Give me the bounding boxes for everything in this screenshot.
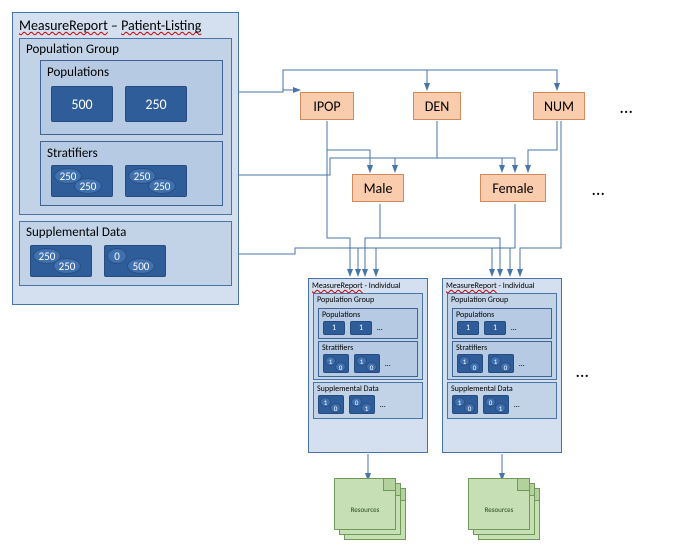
mini-ellipsis: … [576, 360, 590, 382]
populations-box: Populations 500 250 [40, 60, 223, 135]
population-value-1: 500 [51, 86, 113, 122]
resources-label: Resources [469, 505, 529, 514]
col-num: NUM [533, 92, 585, 120]
col-ipop: IPOP [300, 92, 354, 120]
main-title: MeasureReport – Patient-Listing [13, 13, 238, 36]
stratifiers-box: Stratifiers 250 250 250 250 [40, 141, 223, 206]
mini-supp: Supplemental Data 10 01 … [313, 382, 423, 419]
mini-report-1: MeasureReport - Individual Population Gr… [308, 278, 428, 453]
supplemental-data-label: Supplemental Data [20, 222, 231, 243]
population-group: Population Group Populations 500 250 Str… [19, 38, 232, 215]
stratifier-1: 250 250 [51, 165, 113, 197]
stratifier-2: 250 250 [125, 165, 187, 197]
strata-ellipsis: … [592, 178, 606, 200]
stratifiers-label: Stratifiers [41, 144, 222, 163]
resources-label: Resources [335, 505, 395, 514]
mini-title: MeasureReport - Individual [309, 279, 427, 291]
mini-pop-group: Population Group Populations 1 1 … Strat… [313, 293, 423, 380]
col-ellipsis: … [620, 96, 634, 118]
measure-report-patient-listing: MeasureReport – Patient-Listing Populati… [12, 12, 239, 305]
mini-populations: Populations 1 1 … [318, 308, 418, 339]
populations-label: Populations [41, 63, 222, 82]
mini-report-2: MeasureReport - Individual Population Gr… [442, 278, 562, 453]
mini-title: MeasureReport - Individual [443, 279, 561, 291]
population-group-label: Population Group [20, 39, 231, 60]
title-word-2: Patient-Listing [121, 17, 201, 34]
mini-stratifiers: Stratifiers 10 10 … [318, 341, 418, 377]
strata-male: Male [352, 174, 404, 202]
supp-1: 250 250 [30, 245, 92, 277]
supplemental-data-box: Supplemental Data 250 250 0 500 [19, 221, 232, 286]
supp-2: 0 500 [104, 245, 166, 277]
title-word-1: MeasureReport [19, 17, 108, 34]
col-den: DEN [413, 92, 461, 120]
population-value-2: 250 [125, 86, 187, 122]
strata-female: Female [480, 174, 546, 202]
